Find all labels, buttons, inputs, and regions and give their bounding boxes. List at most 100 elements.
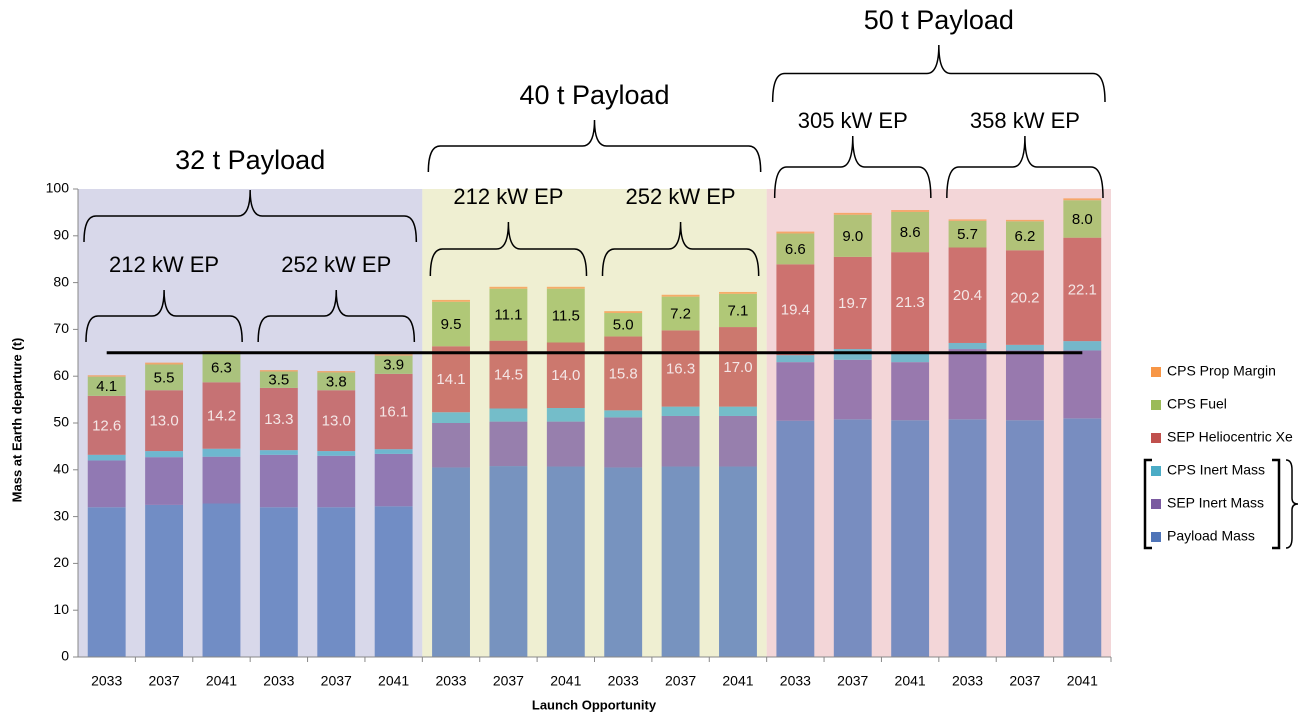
bar-segment — [317, 371, 356, 373]
y-tick-label: 70 — [53, 320, 69, 336]
legend-label: CPS Prop Margin — [1167, 363, 1276, 379]
value-label: 14.2 — [207, 407, 236, 424]
bar-segment — [776, 420, 815, 657]
bar-segment — [432, 467, 470, 657]
bar-segment — [1063, 200, 1102, 238]
value-label: 20.4 — [953, 287, 982, 304]
bar-segment — [259, 454, 298, 508]
bar-segment — [948, 247, 987, 343]
bar-segment — [145, 362, 184, 365]
bar-segment — [259, 507, 298, 657]
group-label: 40 t Payload — [519, 80, 669, 110]
value-label: 7.2 — [670, 305, 691, 322]
bar-segment — [259, 450, 298, 455]
group-brace — [771, 44, 1106, 103]
bar-segment — [1063, 341, 1102, 351]
bars — [87, 198, 1102, 657]
bar-segment — [1005, 344, 1044, 351]
legend-swatch — [1151, 433, 1161, 443]
y-tick-label: 0 — [61, 648, 69, 664]
value-label: 3.9 — [383, 357, 404, 374]
value-label: 14.1 — [436, 371, 465, 388]
legend-label: SEP Inert Mass — [1167, 495, 1264, 511]
value-label: 19.7 — [838, 295, 867, 312]
bar-segment — [489, 466, 528, 657]
bar-segment — [948, 419, 987, 657]
y-tick-label: 40 — [53, 461, 69, 477]
bar-segment — [833, 214, 872, 257]
bar-segment — [661, 415, 700, 467]
bar-segment — [432, 299, 470, 302]
x-tick-label: 2033 — [91, 673, 122, 689]
bar-segment — [833, 419, 872, 657]
x-tick-label: 2041 — [895, 673, 926, 689]
bar-segment — [719, 291, 757, 294]
bar-segment — [661, 406, 700, 416]
bar-segment — [661, 330, 700, 407]
bar-segment — [1005, 219, 1044, 222]
y-tick-label: 100 — [46, 180, 70, 196]
bar-segment — [202, 503, 241, 657]
bar-segment — [948, 220, 987, 248]
bar-segment — [1005, 350, 1044, 421]
bar-segment — [833, 212, 872, 215]
legend-brace — [1285, 459, 1299, 549]
bar-segment — [833, 349, 872, 360]
group-band-overlay — [422, 189, 767, 657]
value-label: 6.3 — [211, 360, 232, 377]
x-tick-label: 2033 — [608, 673, 639, 689]
x-tick-label: 2041 — [206, 673, 237, 689]
bar-segment — [546, 286, 585, 289]
bar-segment — [317, 451, 356, 456]
bar-segment — [145, 364, 184, 391]
bar-segment — [776, 362, 815, 421]
y-tick-label: 10 — [53, 601, 69, 617]
value-label: 11.1 — [494, 307, 522, 324]
x-tick-label: 2033 — [780, 673, 811, 689]
x-tick-label: 2041 — [378, 673, 409, 689]
value-label: 13.0 — [322, 413, 351, 430]
group-brace — [427, 119, 762, 173]
bar-segment — [604, 410, 643, 418]
value-label: 3.8 — [326, 373, 347, 390]
bar-segment — [87, 460, 126, 508]
x-tick-label: 2037 — [665, 673, 696, 689]
subgroup-brace — [85, 289, 243, 343]
bar-segment — [719, 466, 757, 657]
x-tick-label: 2037 — [493, 673, 524, 689]
bar-segment — [374, 449, 413, 454]
bar-segment — [489, 421, 528, 467]
group-label: 32 t Payload — [175, 145, 325, 175]
bar-segment — [145, 390, 184, 452]
bar-segment — [87, 375, 126, 377]
bar-segment — [202, 456, 241, 504]
bar-segment — [1063, 237, 1102, 342]
value-label: 7.1 — [728, 302, 749, 319]
bar-segment — [202, 382, 241, 449]
bar-segment — [489, 286, 528, 289]
bar-segment — [948, 219, 987, 221]
bar-segment — [1005, 250, 1044, 345]
bar-segment — [374, 453, 413, 507]
bar-segment — [891, 351, 930, 363]
legend-label: CPS Fuel — [1167, 396, 1227, 412]
bar-segment — [1063, 198, 1102, 201]
legend-label: SEP Heliocentric Xe — [1167, 429, 1293, 445]
subgroup-brace — [601, 221, 760, 277]
bar-segment — [948, 349, 987, 420]
bar-segment — [259, 370, 298, 372]
bar-segment — [317, 372, 356, 391]
bar-segment — [489, 408, 528, 422]
legend-bracket — [1143, 458, 1281, 550]
value-label: 12.6 — [92, 417, 121, 434]
group-brace — [83, 189, 418, 243]
group-band-overlay — [766, 189, 1111, 657]
legend-label: Payload Mass — [1167, 528, 1255, 544]
value-label: 19.4 — [781, 302, 810, 319]
bar-segment — [719, 327, 757, 407]
value-label: 5.5 — [154, 369, 175, 386]
bar-segment — [1005, 420, 1044, 657]
value-label: 16.3 — [666, 360, 695, 377]
subgroup-label: 212 kW EP — [453, 184, 563, 209]
